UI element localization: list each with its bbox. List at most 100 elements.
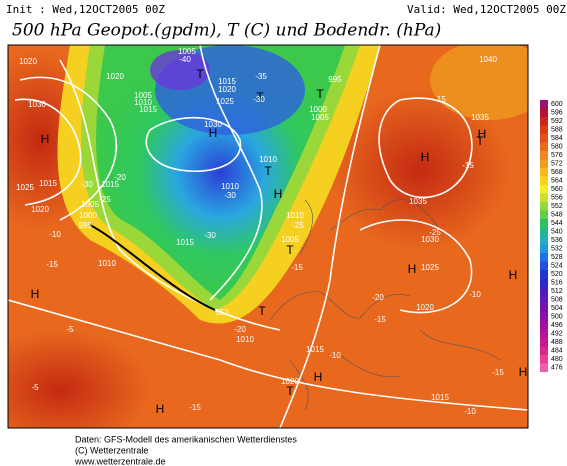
colorbar-swatch (540, 210, 548, 219)
colorbar-swatch (540, 100, 548, 109)
colorbar-swatch (540, 151, 548, 160)
colorbar-label: 588 (551, 127, 563, 134)
colorbar-swatch (540, 108, 548, 117)
contour-label: 1015 (306, 345, 324, 354)
map-title: 500 hPa Geopot.(gpdm), T (C) und Bodendr… (12, 21, 441, 41)
colorbar-label: 548 (551, 212, 563, 219)
footer-source: Daten: GFS-Modell des amerikanischen Wet… (75, 434, 297, 444)
pressure-center: H (41, 132, 50, 146)
colorbar-swatch (540, 236, 548, 245)
contour-label: 1010 (259, 155, 277, 164)
contour-label: -15 (374, 315, 386, 324)
contour-label: -30 (224, 191, 236, 200)
contour-label: -5 (31, 383, 39, 392)
contour-label: 995 (78, 221, 92, 230)
contour-label: 1020 (416, 303, 434, 312)
colorbar-label: 600 (551, 101, 563, 108)
colorbar-swatch (540, 134, 548, 143)
colorbar-swatch (540, 329, 548, 338)
colorbar-label: 484 (551, 348, 563, 355)
contour-label: 1030 (421, 235, 439, 244)
contour-label: 1000 (79, 211, 97, 220)
colorbar-swatch (540, 304, 548, 313)
colorbar-label: 572 (551, 161, 563, 168)
colorbar-swatch (540, 159, 548, 168)
warm-area (8, 330, 150, 428)
colorbar-swatch (540, 219, 548, 228)
isoline (59, 59, 281, 331)
colorbar-label: 520 (551, 271, 563, 278)
contour-label: 1020 (106, 72, 124, 81)
isoline (359, 219, 473, 314)
contour-label: -15 (189, 403, 201, 412)
contour-label: 1010 (221, 182, 239, 191)
colorbar-swatch (540, 261, 548, 270)
colorbar-swatch (540, 244, 548, 253)
colorbar-label: 500 (551, 314, 563, 321)
isoline (199, 45, 263, 301)
pressure-center: H (31, 287, 40, 301)
pressure-center: T (258, 304, 266, 318)
colorbar-swatch (540, 117, 548, 126)
colorbar-label: 564 (551, 178, 563, 185)
contour-label: 1025 (216, 97, 234, 106)
colorbar-swatch (540, 193, 548, 202)
contour-label: 1015 (176, 238, 194, 247)
contour-label: -10 (329, 351, 341, 360)
pressure-center: H (509, 268, 518, 282)
contour-label: 1015 (431, 393, 449, 402)
pressure-center: H (519, 365, 528, 379)
contour-label: -25 (99, 195, 111, 204)
pressure-center: T (256, 90, 264, 104)
pressure-center: H (478, 127, 487, 141)
contour-label: -30 (81, 180, 93, 189)
colorbar-swatch (540, 168, 548, 177)
contour-label: 1020 (31, 205, 49, 214)
contour-label: 1015 (139, 105, 157, 114)
colorbar-label: 524 (551, 263, 563, 270)
pressure-center: H (274, 187, 283, 201)
contour-label: 552 (215, 308, 229, 317)
colorbar-label: 528 (551, 254, 563, 261)
isoline (145, 116, 242, 172)
colorbar-swatch (540, 363, 548, 372)
contour-label: -25 (292, 221, 304, 230)
contour-label: -15 (434, 95, 446, 104)
colorbar-swatch (540, 355, 548, 364)
contour-label: 1010 (236, 335, 254, 344)
map-frame (7, 44, 529, 429)
colorbar-swatch (540, 295, 548, 304)
contour-label: 1010 (98, 259, 116, 268)
contour-label: 1000 (309, 105, 327, 114)
isoline (8, 299, 528, 411)
pressure-center: H (156, 402, 165, 416)
colorbar-swatch (540, 176, 548, 185)
colorbar-label: 544 (551, 220, 563, 227)
pressure-center: T (316, 87, 324, 101)
colorbar-label: 488 (551, 339, 563, 346)
footer-copyright: (C) Wetterzentrale (75, 445, 148, 455)
contour-label: 1005 (311, 113, 329, 122)
colorbar-label: 584 (551, 135, 563, 142)
pressure-center: H (421, 150, 430, 164)
pressure-center: T (264, 164, 272, 178)
map-area: 1020103010251020HH1015100099510101005101… (8, 45, 528, 428)
contour-label: -40 (179, 55, 191, 64)
colorbar-label: 592 (551, 118, 563, 125)
colorbar-label: 552 (551, 203, 563, 210)
colorbar-label: 536 (551, 237, 563, 244)
footer-url: www.wetterzentrale.de (74, 456, 166, 466)
isoline (378, 97, 473, 199)
contour-label: 1005 (178, 47, 196, 56)
colorbar-swatch (540, 338, 548, 347)
contour-label: -15 (492, 368, 504, 377)
contour-label: -35 (255, 72, 267, 81)
colorbar-label: 516 (551, 280, 563, 287)
colorbar-swatch (540, 346, 548, 355)
contour-label: 1025 (16, 183, 34, 192)
valid-time: Valid: Wed,12OCT2005 00Z (407, 3, 566, 16)
contour-label: 1030 (204, 120, 222, 129)
contour-label: 1025 (421, 263, 439, 272)
contour-label: 995 (328, 75, 342, 84)
pressure-center: T (476, 134, 484, 148)
